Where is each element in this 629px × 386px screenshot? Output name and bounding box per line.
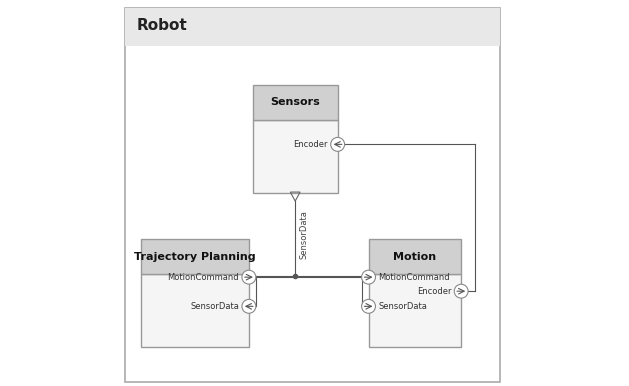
Text: Encoder: Encoder xyxy=(294,140,328,149)
FancyBboxPatch shape xyxy=(369,274,461,347)
Text: Trajectory Planning: Trajectory Planning xyxy=(134,252,255,262)
Text: Sensors: Sensors xyxy=(270,97,320,107)
FancyBboxPatch shape xyxy=(141,239,249,274)
Text: Encoder: Encoder xyxy=(417,287,452,296)
Text: SensorData: SensorData xyxy=(191,302,239,311)
Circle shape xyxy=(242,270,256,284)
Text: Motion: Motion xyxy=(393,252,437,262)
Circle shape xyxy=(331,137,345,151)
Circle shape xyxy=(362,300,376,313)
FancyBboxPatch shape xyxy=(125,8,500,46)
Text: SensorData: SensorData xyxy=(300,210,309,259)
Text: SensorData: SensorData xyxy=(378,302,427,311)
FancyBboxPatch shape xyxy=(369,239,461,274)
FancyBboxPatch shape xyxy=(141,274,249,347)
FancyBboxPatch shape xyxy=(253,120,338,193)
FancyBboxPatch shape xyxy=(125,8,500,382)
FancyBboxPatch shape xyxy=(253,85,338,120)
Circle shape xyxy=(362,270,376,284)
Text: MotionCommand: MotionCommand xyxy=(378,273,450,282)
Circle shape xyxy=(454,284,468,298)
Circle shape xyxy=(242,300,256,313)
Text: MotionCommand: MotionCommand xyxy=(167,273,239,282)
Text: Robot: Robot xyxy=(137,18,187,32)
